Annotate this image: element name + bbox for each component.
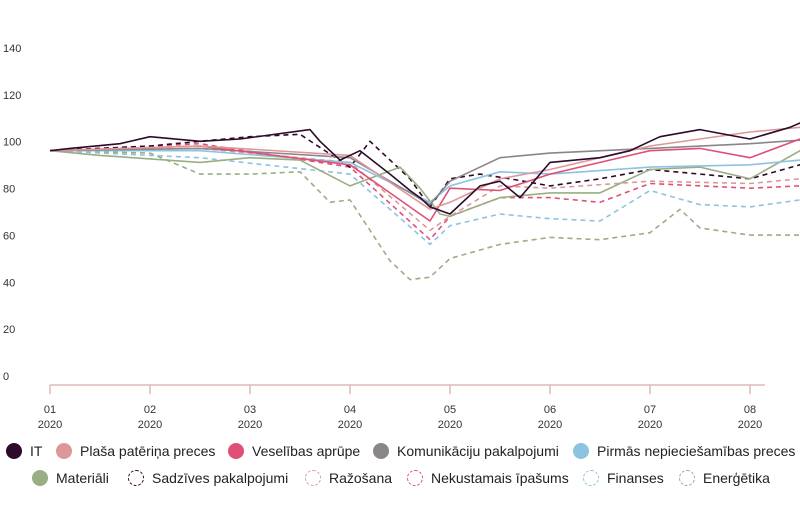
legend-row-2: Materiāli Sadzīves pakalpojumi Ražošana … (0, 467, 800, 489)
legend-label: Plaša patēriņa preces (80, 443, 216, 459)
y-tick-label: 60 (3, 230, 15, 242)
legend-marker-icon (305, 470, 321, 486)
y-tick-label: 0 (3, 371, 9, 383)
legend-item-razosana: Ražošana (305, 467, 392, 489)
series-line-it (49, 122, 800, 215)
legend-marker-icon (679, 470, 695, 486)
x-tick-month: 01 (44, 404, 56, 416)
series-line-materiali (49, 149, 800, 218)
series-line-sadzives-pakalpojumi (49, 133, 800, 208)
legend-label: Enerģētika (703, 470, 770, 486)
legend-marker-icon (6, 443, 22, 459)
legend-label: Komunikāciju pakalpojumi (397, 443, 559, 459)
x-tick-year: 2020 (238, 419, 262, 431)
x-tick-year: 2020 (138, 419, 162, 431)
y-tick-label: 20 (3, 324, 15, 336)
line-chart: 0 20 40 60 80 100 120 140 01 2020 02 2020 03 2020 04 2… (3, 43, 800, 431)
y-tick-label: 40 (3, 277, 15, 289)
series-line-plasa-paterina-preces (49, 126, 800, 211)
series-layer (49, 122, 800, 281)
legend-item-veselibas-aprupe: Veselības aprūpe (228, 440, 360, 462)
y-tick-label: 80 (3, 184, 15, 196)
series-line-veselibas-aprupe (49, 138, 800, 222)
legend-label: Veselības aprūpe (252, 443, 361, 459)
legend-item-sadzives-pakalpojumi: Sadzīves pakalpojumi (128, 467, 288, 489)
x-tick-year: 2020 (338, 419, 362, 431)
legend-marker-icon (583, 470, 599, 486)
y-tick-label: 120 (3, 90, 21, 102)
legend-item-pirmas-nepieciesamibas-preces: Pirmās nepieciešamības preces (573, 440, 795, 462)
x-tick-year: 2020 (38, 419, 62, 431)
legend-row-1: IT Plaša patēriņa preces Veselības aprūp… (0, 440, 800, 462)
legend-marker-icon (32, 470, 48, 486)
series-line-komunikaciju-pakalpojumi (49, 139, 800, 206)
x-tick-year: 2020 (638, 419, 662, 431)
legend-label: Finanses (607, 470, 664, 486)
legend-item-komunikaciju-pakalpojumi: Komunikāciju pakalpojumi (373, 440, 559, 462)
y-tick-label: 100 (3, 137, 21, 149)
x-tick-month: 08 (744, 404, 756, 416)
series-line-energetika (49, 149, 800, 281)
x-tick-year: 2020 (738, 419, 762, 431)
legend-marker-icon (128, 470, 144, 486)
x-tick-month: 03 (244, 404, 256, 416)
x-tick-month: 07 (644, 404, 656, 416)
legend-label: Materiāli (56, 470, 109, 486)
legend-label: Ražošana (329, 470, 393, 486)
x-tick-month: 06 (544, 404, 556, 416)
legend-item-nekustamais-ipasums: Nekustamais īpašums (407, 467, 569, 489)
legend-label: Nekustamais īpašums (431, 470, 569, 486)
legend-item-energetika: Enerģētika (679, 467, 770, 489)
x-tick-year: 2020 (438, 419, 462, 431)
legend-marker-icon (373, 443, 389, 459)
y-tick-label: 140 (3, 43, 21, 55)
x-tick-month: 05 (444, 404, 456, 416)
legend-marker-icon (573, 443, 589, 459)
x-tick-year: 2020 (538, 419, 562, 431)
legend-item-materiali: Materiāli (32, 467, 109, 489)
legend-item-it: IT (6, 440, 42, 462)
x-tick-month: 02 (144, 404, 156, 416)
legend-label: IT (30, 443, 43, 459)
y-axis: 0 20 40 60 80 100 120 140 (3, 43, 21, 383)
legend-marker-icon (56, 443, 72, 459)
legend-item-plasa-paterina-preces: Plaša patēriņa preces (56, 440, 215, 462)
legend-marker-icon (407, 470, 423, 486)
legend-label: Pirmās nepieciešamības preces (597, 443, 796, 459)
legend-label: Sadzīves pakalpojumi (152, 470, 289, 486)
legend-item-finanses: Finanses (583, 467, 664, 489)
series-line-finanses (49, 149, 800, 246)
series-line-pirmas-nepieciesamibas-preces (50, 149, 800, 204)
legend-marker-icon (228, 443, 244, 459)
x-tick-month: 04 (344, 404, 356, 416)
x-axis: 01 2020 02 2020 03 2020 04 2020 05 2020 06 2020 07 20… (38, 384, 765, 431)
